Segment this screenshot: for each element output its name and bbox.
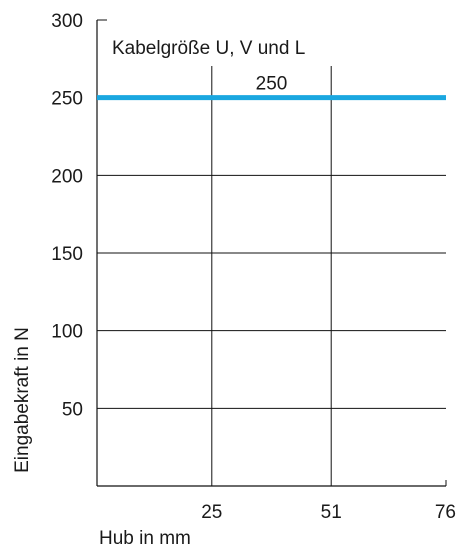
y-tick-label: 150 <box>51 244 83 265</box>
chart-annotation: Kabelgröße U, V und L <box>112 38 305 59</box>
y-tick-label: 100 <box>51 322 83 343</box>
data-label: 250 <box>256 74 288 95</box>
y-axis-label: Eingabekraft in N <box>12 327 33 473</box>
y-tick-labels: 50 100 150 200 250 300 <box>51 11 83 420</box>
grid <box>97 66 446 486</box>
x-tick-labels: 25 51 76 <box>201 502 456 523</box>
y-tick-label: 300 <box>51 11 83 32</box>
x-tick-label: 76 <box>435 502 456 523</box>
x-tick-label: 51 <box>321 502 342 523</box>
x-axis-label: Hub in mm <box>99 528 191 549</box>
y-tick-label: 250 <box>51 89 83 110</box>
y-tick-label: 200 <box>51 166 83 187</box>
x-tick-label: 25 <box>201 502 222 523</box>
y-tick-label: 50 <box>62 399 83 420</box>
